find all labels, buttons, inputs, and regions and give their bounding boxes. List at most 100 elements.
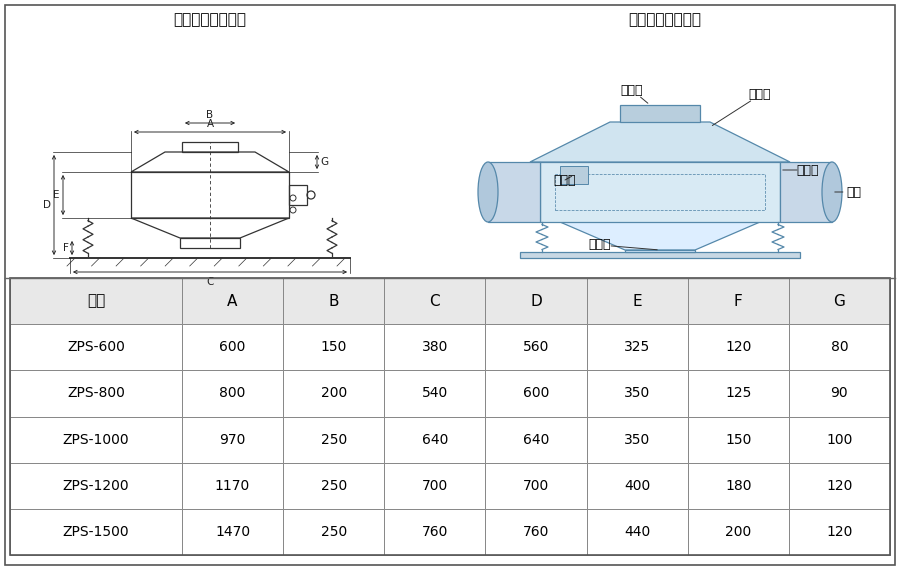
Bar bbox=[688, 417, 789, 463]
Text: 进料口: 进料口 bbox=[621, 83, 644, 96]
Text: 防尘盖: 防尘盖 bbox=[749, 88, 771, 101]
Text: A: A bbox=[206, 119, 213, 129]
Text: B: B bbox=[206, 110, 213, 120]
Text: 400: 400 bbox=[624, 479, 651, 492]
Text: 200: 200 bbox=[725, 525, 752, 539]
Bar bbox=[625, 250, 695, 252]
Text: 100: 100 bbox=[826, 433, 852, 446]
Bar bbox=[182, 142, 238, 152]
Bar bbox=[384, 509, 485, 555]
Text: 760: 760 bbox=[421, 525, 448, 539]
Text: ZPS-1500: ZPS-1500 bbox=[63, 525, 130, 539]
Text: 150: 150 bbox=[320, 340, 346, 354]
Text: 电机: 电机 bbox=[847, 185, 861, 198]
Text: 180: 180 bbox=[725, 479, 752, 492]
Bar bbox=[587, 417, 688, 463]
Bar bbox=[789, 324, 890, 370]
Text: 1470: 1470 bbox=[215, 525, 250, 539]
Text: 640: 640 bbox=[421, 433, 448, 446]
Bar bbox=[540, 162, 780, 222]
Text: G: G bbox=[320, 157, 328, 167]
Text: E: E bbox=[53, 190, 60, 200]
Bar bbox=[182, 463, 284, 509]
Text: 640: 640 bbox=[523, 433, 549, 446]
Bar bbox=[485, 370, 587, 417]
Text: 600: 600 bbox=[220, 340, 246, 354]
Bar bbox=[289, 185, 307, 205]
Text: 80: 80 bbox=[831, 340, 848, 354]
Text: 250: 250 bbox=[320, 479, 346, 492]
Text: 540: 540 bbox=[422, 386, 448, 400]
Text: D: D bbox=[530, 294, 542, 308]
Text: 600: 600 bbox=[523, 386, 549, 400]
Bar bbox=[384, 463, 485, 509]
Bar bbox=[485, 417, 587, 463]
Bar bbox=[284, 324, 384, 370]
Bar bbox=[789, 278, 890, 324]
Bar bbox=[10, 370, 182, 417]
Bar bbox=[587, 370, 688, 417]
Text: 120: 120 bbox=[725, 340, 752, 354]
Text: 上框体: 上框体 bbox=[796, 164, 819, 177]
Bar bbox=[485, 509, 587, 555]
Bar bbox=[688, 509, 789, 555]
Bar bbox=[10, 278, 182, 324]
Text: F: F bbox=[63, 243, 69, 253]
Bar bbox=[488, 162, 540, 222]
Bar bbox=[284, 509, 384, 555]
Text: 120: 120 bbox=[826, 479, 852, 492]
Text: B: B bbox=[328, 294, 339, 308]
Text: A: A bbox=[228, 294, 238, 308]
Ellipse shape bbox=[478, 162, 498, 222]
Text: F: F bbox=[734, 294, 742, 308]
Bar bbox=[780, 162, 832, 222]
Text: D: D bbox=[43, 200, 51, 210]
Bar bbox=[520, 252, 800, 258]
Bar bbox=[688, 278, 789, 324]
Bar bbox=[284, 463, 384, 509]
Text: E: E bbox=[633, 294, 642, 308]
Text: 560: 560 bbox=[523, 340, 549, 354]
Text: 760: 760 bbox=[523, 525, 549, 539]
Text: 200: 200 bbox=[320, 386, 346, 400]
Bar bbox=[182, 278, 284, 324]
Bar bbox=[284, 370, 384, 417]
Text: 1170: 1170 bbox=[215, 479, 250, 492]
Text: 325: 325 bbox=[624, 340, 651, 354]
Text: ZPS-600: ZPS-600 bbox=[67, 340, 125, 354]
Text: 125: 125 bbox=[725, 386, 752, 400]
Bar bbox=[182, 324, 284, 370]
Text: 排杂口: 排杂口 bbox=[554, 173, 576, 186]
Text: ZPS-1000: ZPS-1000 bbox=[63, 433, 130, 446]
Bar bbox=[485, 278, 587, 324]
Bar bbox=[485, 324, 587, 370]
Bar bbox=[10, 324, 182, 370]
Text: 380: 380 bbox=[421, 340, 448, 354]
Text: 90: 90 bbox=[831, 386, 848, 400]
Bar bbox=[789, 370, 890, 417]
Bar bbox=[688, 463, 789, 509]
Text: ZPS-800: ZPS-800 bbox=[67, 386, 125, 400]
Text: C: C bbox=[206, 277, 213, 287]
Bar bbox=[10, 509, 182, 555]
Bar bbox=[789, 463, 890, 509]
Text: 直排筛外形结构图: 直排筛外形结构图 bbox=[628, 12, 701, 27]
Bar bbox=[485, 463, 587, 509]
Text: 出料口: 出料口 bbox=[589, 238, 611, 251]
Text: 800: 800 bbox=[220, 386, 246, 400]
Text: 120: 120 bbox=[826, 525, 852, 539]
Bar bbox=[789, 509, 890, 555]
Text: 350: 350 bbox=[624, 433, 651, 446]
Bar bbox=[560, 166, 588, 184]
Ellipse shape bbox=[822, 162, 842, 222]
Polygon shape bbox=[530, 122, 790, 162]
Text: 250: 250 bbox=[320, 525, 346, 539]
Bar bbox=[587, 509, 688, 555]
Bar bbox=[131, 172, 289, 218]
Text: 150: 150 bbox=[725, 433, 752, 446]
Bar bbox=[182, 370, 284, 417]
Bar bbox=[555, 174, 765, 210]
Text: 700: 700 bbox=[523, 479, 549, 492]
Text: G: G bbox=[833, 294, 845, 308]
Bar bbox=[180, 238, 240, 248]
